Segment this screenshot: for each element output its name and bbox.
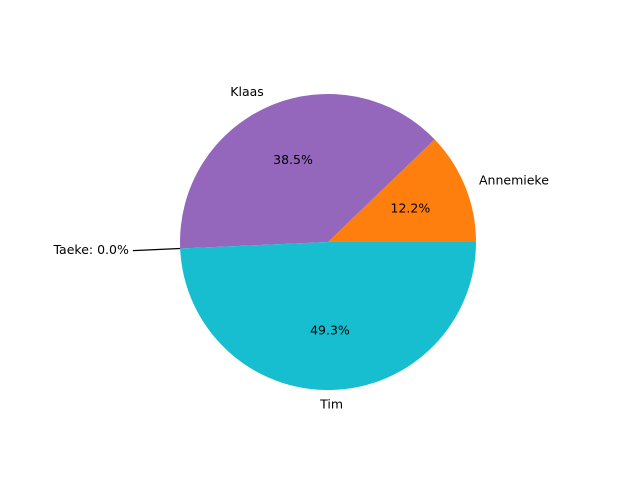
slice-label-klaas: Klaas [230, 84, 264, 99]
slice-label-annemieke: Annemieke [479, 173, 549, 188]
pct-label-tim: 49.3% [310, 322, 350, 337]
pie-labels: Annemieke 12.2% Klaas 38.5% Taeke: 0.0% Tim 49… [52, 84, 549, 411]
pct-label-annemieke: 12.2% [391, 200, 431, 215]
callout-label-taeke: Taeke: 0.0% [52, 242, 128, 257]
pie-slices [179, 93, 477, 391]
pct-label-klaas: 38.5% [273, 152, 313, 167]
callout-line-taeke [132, 247, 181, 252]
pie-slice-klaas [179, 93, 435, 249]
pie-slice-tim [180, 242, 477, 391]
pie-slice-annemieke [328, 139, 476, 242]
slice-label-tim: Tim [319, 396, 343, 411]
